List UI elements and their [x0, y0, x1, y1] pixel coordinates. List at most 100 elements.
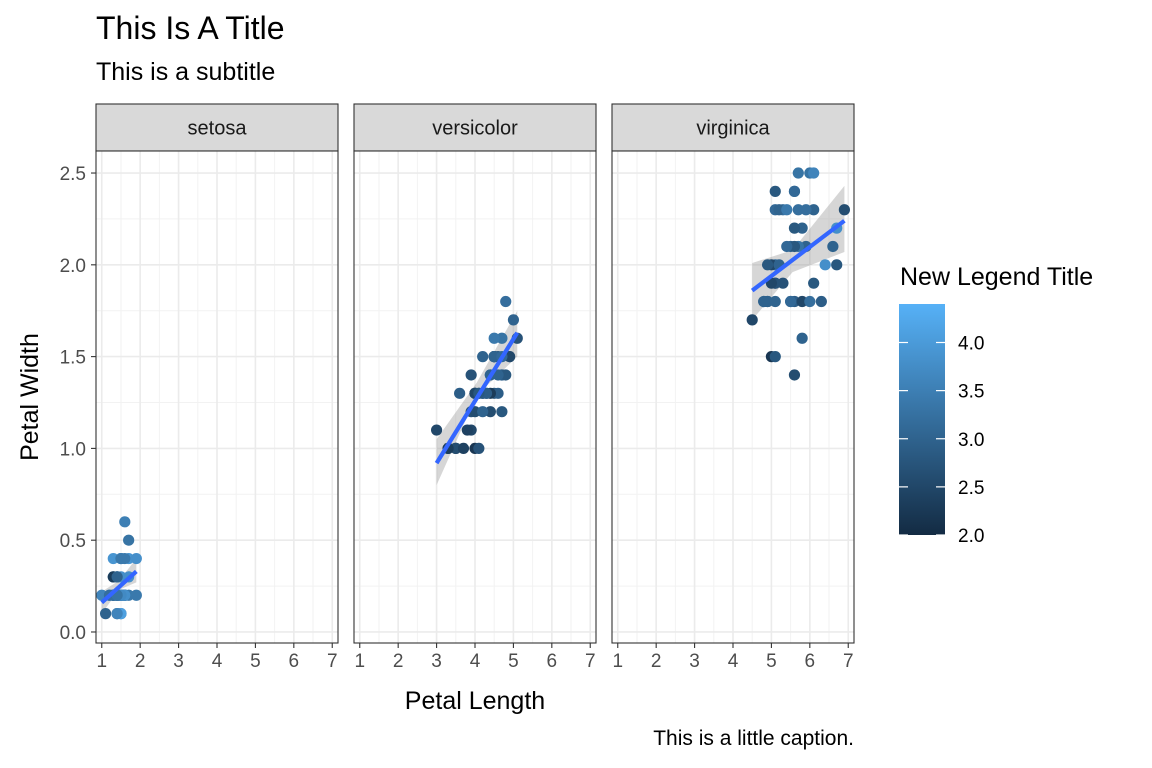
data-point [761, 259, 774, 271]
data-point [769, 185, 781, 197]
x-tick-label: 2 [393, 651, 404, 672]
y-tick-label: 0.5 [60, 531, 86, 552]
data-point [800, 204, 812, 216]
data-point [796, 222, 808, 234]
facet-strip-label: setosa [188, 118, 248, 140]
data-point [484, 406, 496, 418]
data-point [808, 167, 820, 179]
data-point [796, 295, 808, 308]
x-axis-title: Petal Length [405, 687, 545, 715]
chart-caption: This is a little caption. [653, 727, 854, 750]
data-point [130, 589, 142, 601]
data-point [769, 351, 781, 363]
x-tick-label: 3 [173, 651, 184, 672]
x-tick-label: 5 [250, 651, 261, 672]
data-point [473, 442, 485, 455]
legend-break-label: 3.5 [958, 382, 984, 403]
data-point [758, 295, 770, 308]
y-tick-label: 2.0 [60, 256, 86, 277]
data-point [477, 351, 489, 363]
data-point [500, 295, 512, 308]
data-point [808, 204, 820, 216]
data-point [430, 424, 443, 436]
data-point [454, 387, 466, 399]
data-point [496, 332, 508, 344]
data-point [500, 369, 512, 381]
y-axis-title: Petal Width [16, 333, 44, 461]
data-point [804, 295, 816, 308]
x-tick-label: 7 [585, 651, 596, 672]
y-tick-label: 0.0 [60, 623, 86, 644]
data-point [792, 204, 804, 216]
x-tick-label: 6 [805, 651, 816, 672]
x-tick-label: 7 [327, 651, 338, 672]
data-point [488, 351, 500, 363]
legend-title: New Legend Title [900, 263, 1093, 291]
y-tick-label: 2.5 [60, 164, 86, 185]
data-point [119, 516, 131, 528]
x-tick-label: 4 [470, 651, 481, 672]
facet-strip-label: virginica [696, 118, 770, 140]
legend-break-label: 4.0 [958, 334, 984, 355]
data-point [788, 369, 801, 381]
x-tick-label: 6 [289, 651, 300, 672]
facet-panel-virginica: virginica 1 2 3 4 5 6 7 [611, 103, 855, 672]
x-tick-label: 5 [766, 651, 777, 672]
facet-panel-versicolor: versicolor 1 2 3 4 5 6 7 [353, 103, 597, 672]
x-tick-label: 2 [651, 651, 662, 672]
data-point [107, 552, 119, 565]
x-tick-label: 4 [728, 651, 739, 672]
data-point [746, 314, 758, 326]
facet-panel-setosa: setosa 1 2 3 4 5 6 7 [95, 103, 339, 672]
legend-colorbar [899, 304, 945, 535]
smooth-line [750, 219, 846, 293]
data-point [808, 277, 820, 289]
facet-strip-virginica [611, 103, 855, 152]
data-point [788, 222, 801, 234]
y-tick-label: 1.5 [60, 348, 86, 369]
legend-break-label: 3.0 [958, 430, 984, 451]
data-point [785, 295, 797, 308]
data-point [819, 259, 831, 271]
y-tick-label: 1.0 [60, 439, 86, 460]
facet-strip-versicolor [353, 103, 597, 152]
smooth-line [100, 569, 138, 605]
data-point [503, 351, 516, 363]
smooth-line [434, 331, 520, 465]
chart-title: This Is A Title [96, 10, 285, 46]
x-tick-label: 1 [354, 651, 365, 672]
data-point [815, 295, 827, 308]
data-point [111, 608, 123, 620]
data-point [838, 204, 850, 216]
legend-break-label: 2.5 [958, 478, 984, 499]
data-point [781, 240, 793, 253]
data-point [796, 332, 808, 344]
x-tick-label: 1 [612, 651, 623, 672]
x-tick-label: 1 [96, 651, 107, 672]
data-point [496, 406, 508, 418]
x-tick-label: 6 [547, 651, 558, 672]
data-point [492, 387, 504, 399]
data-point [781, 204, 793, 216]
chart-subtitle: This is a subtitle [96, 58, 276, 86]
data-point [788, 185, 801, 197]
data-point [100, 608, 112, 620]
data-point [827, 240, 839, 253]
x-tick-label: 4 [212, 651, 223, 672]
data-point [457, 442, 470, 455]
data-point [450, 442, 462, 455]
legend-break-label: 2.0 [958, 526, 984, 547]
data-point [130, 552, 142, 565]
x-tick-label: 5 [508, 651, 519, 672]
data-point [792, 167, 804, 179]
data-point [788, 240, 801, 253]
data-point [488, 332, 500, 344]
data-point [477, 406, 489, 418]
data-point [831, 259, 843, 271]
x-tick-label: 3 [431, 651, 442, 672]
x-tick-label: 3 [689, 651, 700, 672]
data-point [773, 204, 785, 216]
data-point [115, 552, 127, 565]
data-point [777, 277, 789, 289]
